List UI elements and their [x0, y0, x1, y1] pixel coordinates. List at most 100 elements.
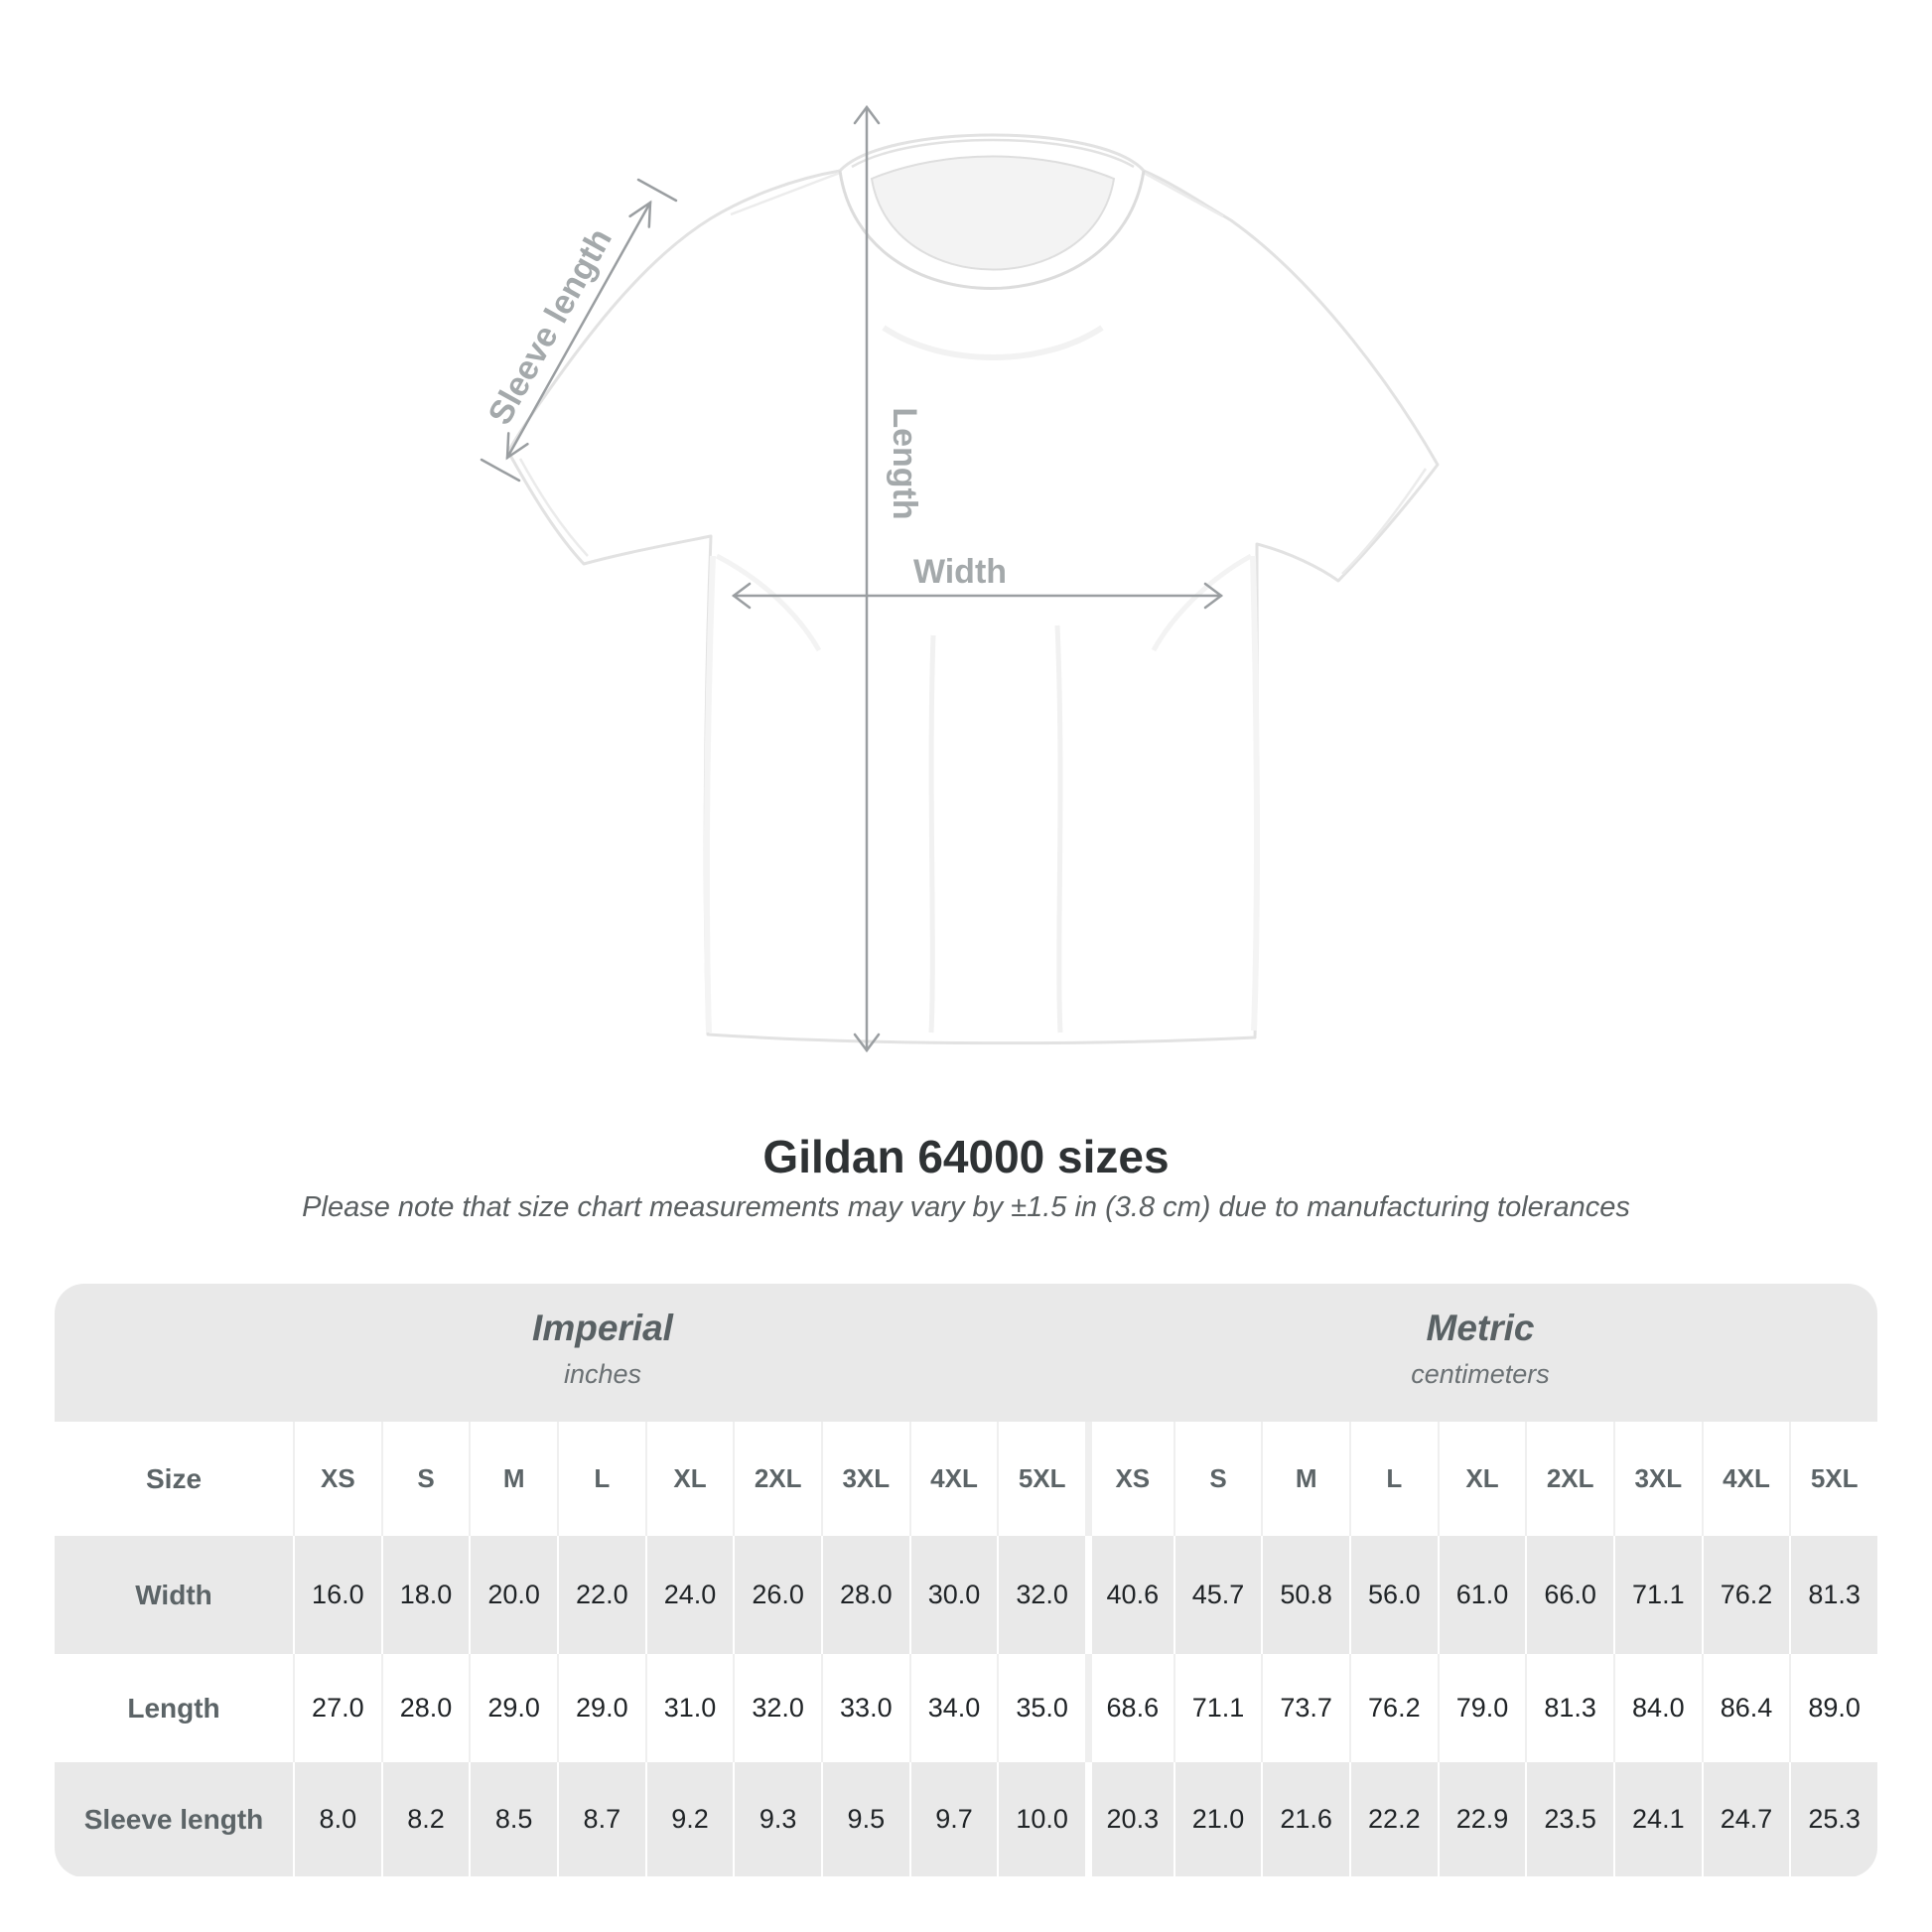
metric-unit: centimeters [1411, 1359, 1550, 1389]
cell-value: 25.3 [1789, 1762, 1877, 1876]
cell-value: 81.3 [1525, 1654, 1613, 1762]
cell-value: 81.3 [1789, 1536, 1877, 1654]
cell-value: 24.1 [1612, 1762, 1702, 1876]
size-label: XL [644, 1422, 734, 1536]
size-label: L [556, 1422, 645, 1536]
cell-value: 32.0 [733, 1654, 821, 1762]
arrow-head-right-icon [1203, 582, 1224, 610]
size-label: XS [293, 1422, 381, 1536]
cell-value: 76.2 [1348, 1654, 1438, 1762]
sleeve-arrow-line [505, 201, 652, 460]
size-label: 4XL [908, 1422, 998, 1536]
tshirt-diagram: Sleeve length Length Width [480, 104, 1440, 1053]
cell-value: 9.2 [644, 1762, 734, 1876]
cell-value: 23.5 [1525, 1762, 1613, 1876]
size-label: 3XL [820, 1422, 909, 1536]
fold-line [1250, 555, 1260, 1032]
cell-value: 66.0 [1525, 1536, 1613, 1654]
collar-shadow [882, 325, 1104, 360]
row-label: Length [127, 1692, 220, 1724]
cell-value: 21.0 [1173, 1762, 1262, 1876]
size-label: L [1348, 1422, 1438, 1536]
right-cuff-stitch [1341, 468, 1428, 575]
cell-value: 61.0 [1437, 1536, 1526, 1654]
cell-value: 22.2 [1348, 1762, 1438, 1876]
page-subtitle: Please note that size chart measurements… [302, 1191, 1630, 1223]
cell-value: 45.7 [1173, 1536, 1262, 1654]
size-label: XL [1437, 1422, 1526, 1536]
cell-value: 8.0 [293, 1762, 381, 1876]
dimension-lines [480, 104, 1224, 1053]
left-cuff-stitch [518, 458, 589, 557]
sleeve-end-tick [636, 178, 678, 203]
cell-value: 24.0 [644, 1536, 734, 1654]
cell-value: 20.3 [1084, 1762, 1173, 1876]
fold-line [1151, 553, 1253, 652]
cell-value: 30.0 [908, 1536, 998, 1654]
cell-value: 29.0 [469, 1654, 557, 1762]
cell-value: 21.6 [1261, 1762, 1349, 1876]
neck-opening [870, 155, 1116, 271]
cell-value: 79.0 [1437, 1654, 1526, 1762]
cell-value: 29.0 [556, 1654, 645, 1762]
cell-value: 50.8 [1261, 1536, 1349, 1654]
cell-value: 33.0 [820, 1654, 909, 1762]
metric-title: Metric [1426, 1308, 1535, 1348]
cell-value: 35.0 [997, 1654, 1085, 1762]
size-label: 2XL [733, 1422, 821, 1536]
row-label: Width [135, 1579, 212, 1610]
size-label: S [1173, 1422, 1262, 1536]
right-shoulder-seam [1143, 171, 1224, 218]
length-label: Length [886, 407, 923, 519]
size-column-header: Size [145, 1462, 203, 1494]
fold-line [928, 634, 936, 1034]
sleeve-end-tick [480, 458, 521, 483]
tshirt-illustration [506, 133, 1440, 1045]
cell-value: 9.7 [908, 1762, 998, 1876]
cell-value: 16.0 [293, 1536, 381, 1654]
arrow-head-down-icon [853, 1033, 881, 1053]
cell-value: 76.2 [1701, 1536, 1790, 1654]
unit-group-imperial: Imperial inches [532, 1308, 673, 1390]
fold-line [1054, 624, 1063, 1034]
cell-value: 71.1 [1612, 1536, 1702, 1654]
size-label: 5XL [1789, 1422, 1877, 1536]
page-title: Gildan 64000 sizes [762, 1131, 1170, 1182]
fold-line [703, 555, 716, 1034]
cell-value: 28.0 [820, 1536, 909, 1654]
cell-value: 10.0 [997, 1762, 1085, 1876]
table-row-length: Length 27.0 28.0 29.0 29.0 31.0 32.0 33.… [55, 1654, 1877, 1762]
cell-value: 8.5 [469, 1762, 557, 1876]
cell-value: 28.0 [380, 1654, 470, 1762]
cell-value: 34.0 [908, 1654, 998, 1762]
row-label: Sleeve length [83, 1803, 264, 1835]
cell-value: 22.9 [1437, 1762, 1526, 1876]
size-label: M [469, 1422, 557, 1536]
cell-value: 84.0 [1612, 1654, 1702, 1762]
arrow-head-left-icon [731, 582, 752, 610]
cell-value: 24.7 [1701, 1762, 1790, 1876]
cell-value: 68.6 [1084, 1654, 1173, 1762]
cell-value: 27.0 [293, 1654, 381, 1762]
cell-value: 26.0 [733, 1536, 821, 1654]
size-chart-table: Imperial inches Metric centimeters Size … [55, 1284, 1877, 1877]
cell-value: 89.0 [1789, 1654, 1877, 1762]
imperial-title: Imperial [532, 1308, 673, 1348]
size-label: 5XL [997, 1422, 1085, 1536]
cell-value: 86.4 [1701, 1654, 1790, 1762]
imperial-unit: inches [563, 1359, 642, 1389]
cell-value: 31.0 [644, 1654, 734, 1762]
cell-value: 9.5 [820, 1762, 909, 1876]
size-label: M [1261, 1422, 1349, 1536]
arrow-head-downleft-icon [505, 432, 529, 461]
cell-value: 22.0 [556, 1536, 645, 1654]
fold-line [715, 553, 822, 652]
table-row-sizes: Size XS S M L XL 2XL 3XL 4XL 5XL XS S M … [55, 1422, 1877, 1536]
left-shoulder-seam [730, 171, 841, 216]
table-row-sleeve-length: Sleeve length 8.0 8.2 8.5 8.7 9.2 9.3 9.… [55, 1762, 1877, 1876]
arrow-head-up-icon [853, 104, 881, 125]
cell-value: 71.1 [1173, 1654, 1262, 1762]
collar-outer-line [838, 170, 1146, 290]
size-label: S [380, 1422, 470, 1536]
